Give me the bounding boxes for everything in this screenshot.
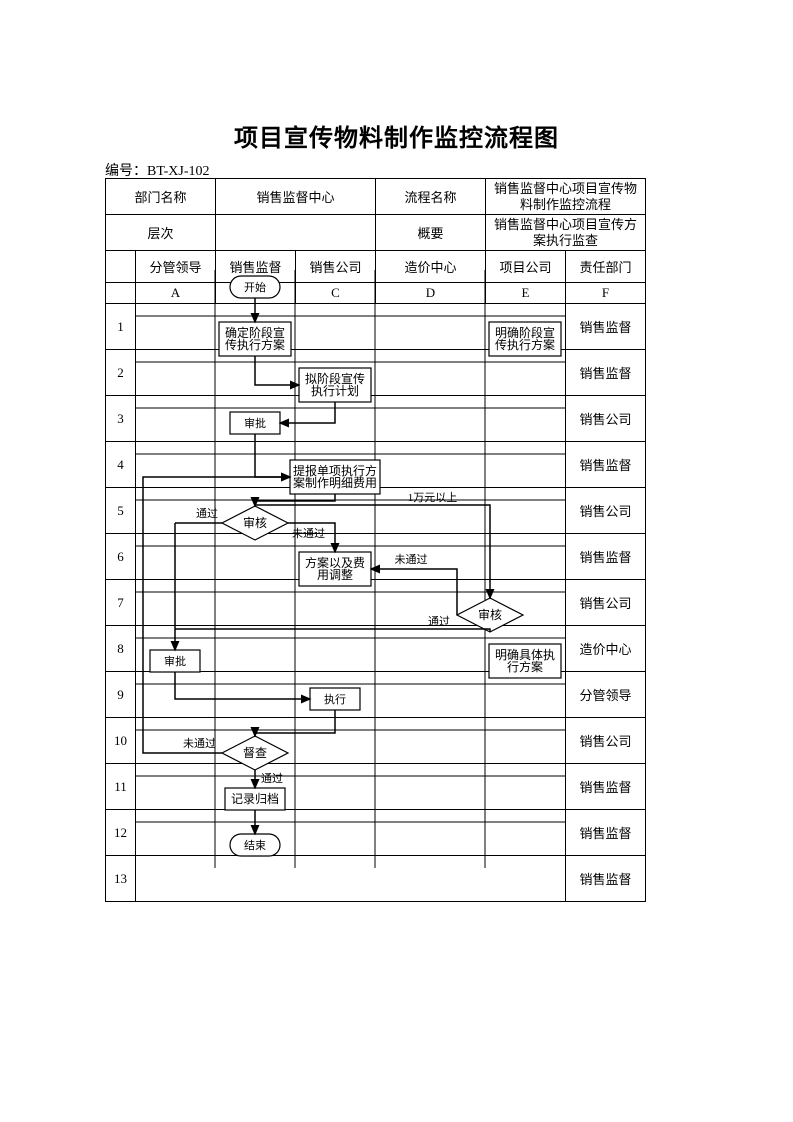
- col-letter-c: C: [296, 283, 376, 304]
- col-letter-e: E: [486, 283, 566, 304]
- swimlane-cell: [136, 534, 566, 580]
- row-number: 6: [106, 534, 136, 580]
- hdr-summary-label: 概要: [376, 215, 486, 251]
- hdr-summary-value: 销售监督中心项目宣传方案执行监查: [486, 215, 646, 251]
- row-number: 13: [106, 856, 136, 902]
- col-leader: 分管领导: [136, 251, 216, 283]
- row-number: 1: [106, 304, 136, 350]
- swimlane-cell: [136, 442, 566, 488]
- table-row: 12 销售监督: [106, 810, 646, 856]
- doc-id: 编号：BT-XJ-102: [105, 160, 210, 180]
- table-row: 5 销售公司: [106, 488, 646, 534]
- col-supervisor: 销售监督: [216, 251, 296, 283]
- swimlane-cell: [136, 810, 566, 856]
- col-sales-co: 销售公司: [296, 251, 376, 283]
- resp-dept-cell: 销售监督: [566, 764, 646, 810]
- swimlane-cell: [136, 626, 566, 672]
- row-number: 12: [106, 810, 136, 856]
- swimlane-cell: [136, 764, 566, 810]
- swimlane-cell: [136, 580, 566, 626]
- swimlane-cell: [136, 488, 566, 534]
- page-title: 项目宣传物料制作监控流程图: [0, 118, 793, 153]
- table-row: 4 销售监督: [106, 442, 646, 488]
- hdr-process-name-value: 销售监督中心项目宣传物料制作监控流程: [486, 179, 646, 215]
- row-number: 2: [106, 350, 136, 396]
- table-row: 9 分管领导: [106, 672, 646, 718]
- hdr-level-value: [216, 215, 376, 251]
- table-row: 10 销售公司: [106, 718, 646, 764]
- col-resp-dept: 责任部门: [566, 251, 646, 283]
- page: 项目宣传物料制作监控流程图 编号：BT-XJ-102 部门名称 销售监督中心 流…: [0, 0, 793, 1122]
- row-number: 8: [106, 626, 136, 672]
- table-row: 2 销售监督: [106, 350, 646, 396]
- row-number: 5: [106, 488, 136, 534]
- swimlane-cell: [136, 304, 566, 350]
- doc-id-value: BT-XJ-102: [147, 164, 210, 179]
- resp-dept-cell: 销售监督: [566, 856, 646, 902]
- row-number: 3: [106, 396, 136, 442]
- hdr-dept-name-label: 部门名称: [106, 179, 216, 215]
- table-row: 8 造价中心: [106, 626, 646, 672]
- col-letter-d: D: [376, 283, 486, 304]
- table-row: 13 销售监督: [106, 856, 646, 902]
- col-letter-f: F: [566, 283, 646, 304]
- hdr-level-label: 层次: [106, 215, 216, 251]
- resp-dept-cell: 销售监督: [566, 810, 646, 856]
- resp-dept-cell: 销售公司: [566, 718, 646, 764]
- resp-dept-cell: 销售监督: [566, 534, 646, 580]
- swimlane-cell: [136, 718, 566, 764]
- col-letter-b: B: [216, 283, 296, 304]
- flow-table: 部门名称 销售监督中心 流程名称 销售监督中心项目宣传物料制作监控流程 层次 概…: [105, 178, 646, 902]
- row-number: 7: [106, 580, 136, 626]
- swimlane-cell: [136, 672, 566, 718]
- swimlane-cell: [136, 396, 566, 442]
- col-num: [106, 251, 136, 283]
- row-number: 11: [106, 764, 136, 810]
- col-cost-center: 造价中心: [376, 251, 486, 283]
- resp-dept-cell: 销售监督: [566, 442, 646, 488]
- hdr-dept-name-value: 销售监督中心: [216, 179, 376, 215]
- hdr-process-name-label: 流程名称: [376, 179, 486, 215]
- resp-dept-cell: 分管领导: [566, 672, 646, 718]
- table-row: 1 销售监督: [106, 304, 646, 350]
- resp-dept-cell: 造价中心: [566, 626, 646, 672]
- doc-id-label: 编号：: [105, 164, 147, 179]
- table-row: 6 销售监督: [106, 534, 646, 580]
- col-letter-blank: [106, 283, 136, 304]
- row-number: 4: [106, 442, 136, 488]
- table-row: 7 销售公司: [106, 580, 646, 626]
- resp-dept-cell: 销售公司: [566, 396, 646, 442]
- row-number: 10: [106, 718, 136, 764]
- resp-dept-cell: 销售公司: [566, 580, 646, 626]
- swimlane-cell: [136, 350, 566, 396]
- swimlane-cell: [136, 856, 566, 902]
- row-number: 9: [106, 672, 136, 718]
- resp-dept-cell: 销售监督: [566, 304, 646, 350]
- table-row: 3 销售公司: [106, 396, 646, 442]
- resp-dept-cell: 销售公司: [566, 488, 646, 534]
- col-project-co: 项目公司: [486, 251, 566, 283]
- col-letter-a: A: [136, 283, 216, 304]
- resp-dept-cell: 销售监督: [566, 350, 646, 396]
- table-row: 11 销售监督: [106, 764, 646, 810]
